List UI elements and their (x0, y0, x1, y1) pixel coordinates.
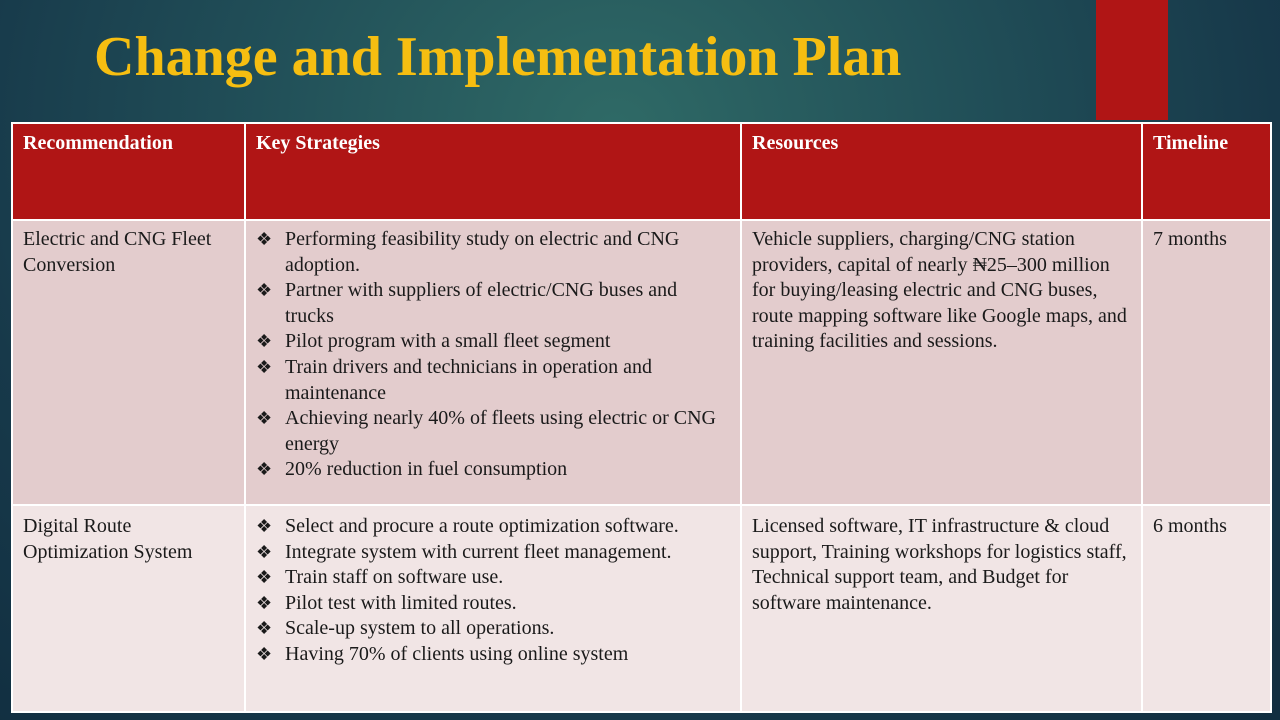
resources-cell: Vehicle suppliers, charging/CNG station … (740, 219, 1143, 506)
diamond-bullet-icon: ❖ (256, 408, 273, 429)
strategies-list: ❖ Performing feasibility study on electri… (256, 227, 730, 483)
strategy-item: ❖ Select and procure a route optimization… (256, 514, 730, 540)
diamond-bullet-icon: ❖ (256, 229, 273, 249)
header-timeline: Timeline (1141, 122, 1272, 221)
table-row: Electric and CNG Fleet Conversion ❖ Perfo… (11, 219, 1272, 506)
strategy-item: ❖ Achieving nearly 40% of fleets using e… (256, 406, 730, 457)
strategy-text: Integrate system with current fleet mana… (285, 540, 672, 563)
strategy-text: Performing feasibility study on electric… (285, 228, 680, 276)
strategy-item: ❖ Train staff on software use. (256, 565, 730, 591)
strategy-text: Train drivers and technicians in operati… (285, 355, 652, 404)
implementation-table: Recommendation Key Strategies Resources … (11, 122, 1272, 713)
diamond-bullet-icon: ❖ (256, 516, 273, 536)
strategies-cell: ❖ Performing feasibility study on electri… (244, 219, 742, 506)
diamond-bullet-icon: ❖ (256, 280, 273, 301)
strategy-text: Pilot program with a small fleet segment (285, 330, 611, 353)
strategy-item: ❖ Having 70% of clients using online syst… (256, 642, 730, 668)
strategy-item: ❖ Performing feasibility study on electri… (256, 227, 730, 278)
strategy-item: ❖ Integrate system with current fleet man… (256, 540, 730, 566)
strategy-item: ❖ Train drivers and technicians in operat… (256, 355, 730, 406)
resources-cell: Licensed software, IT infrastructure & c… (740, 504, 1143, 713)
strategy-text: 20% reduction in fuel consumption (285, 458, 568, 481)
strategy-text: Train staff on software use. (285, 566, 504, 589)
table-row: Digital Route Optimization System ❖ Selec… (11, 504, 1272, 713)
strategy-item: ❖ Pilot program with a small fleet segmen… (256, 329, 730, 355)
strategy-item: ❖ Partner with suppliers of electric/CNG … (256, 278, 730, 329)
accent-bar (1096, 0, 1168, 120)
table-header-row: Recommendation Key Strategies Resources … (11, 122, 1272, 221)
strategy-text: Achieving nearly 40% of fleets using ele… (285, 407, 716, 455)
recommendation-cell: Digital Route Optimization System (11, 504, 246, 713)
slide-title: Change and Implementation Plan (94, 26, 902, 88)
strategy-item: ❖ Pilot test with limited routes. (256, 591, 730, 617)
strategies-cell: ❖ Select and procure a route optimization… (244, 504, 742, 713)
diamond-bullet-icon: ❖ (256, 356, 273, 377)
header-resources: Resources (740, 122, 1143, 221)
strategies-list: ❖ Select and procure a route optimization… (256, 514, 730, 668)
recommendation-cell: Electric and CNG Fleet Conversion (11, 219, 246, 506)
timeline-cell: 6 months (1141, 504, 1272, 713)
header-key-strategies: Key Strategies (244, 122, 742, 221)
strategy-text: Partner with suppliers of electric/CNG b… (285, 279, 678, 327)
diamond-bullet-icon: ❖ (256, 567, 273, 588)
strategy-item: ❖ Scale-up system to all operations. (256, 616, 730, 642)
diamond-bullet-icon: ❖ (256, 541, 273, 562)
strategy-text: Having 70% of clients using online syste… (285, 642, 629, 665)
diamond-bullet-icon: ❖ (256, 643, 273, 664)
diamond-bullet-icon: ❖ (256, 592, 273, 613)
strategy-item: ❖ 20% reduction in fuel consumption (256, 457, 730, 483)
diamond-bullet-icon: ❖ (256, 459, 273, 480)
header-recommendation: Recommendation (11, 122, 246, 221)
strategy-text: Select and procure a route optimization … (285, 515, 679, 537)
diamond-bullet-icon: ❖ (256, 331, 273, 352)
strategy-text: Scale-up system to all operations. (285, 617, 555, 640)
diamond-bullet-icon: ❖ (256, 618, 273, 639)
strategy-text: Pilot test with limited routes. (285, 591, 517, 614)
timeline-cell: 7 months (1141, 219, 1272, 506)
